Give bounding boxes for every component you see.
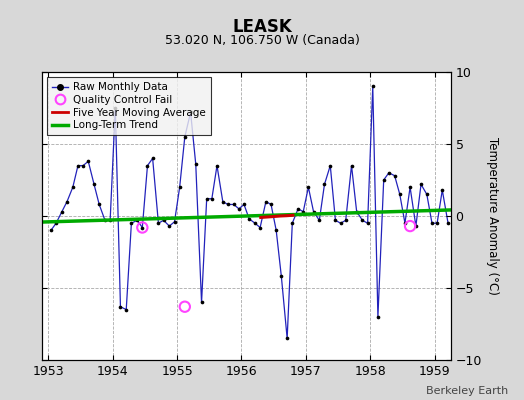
Point [101, 217, 109, 224]
Point [406, 223, 414, 229]
Point [148, 155, 157, 162]
Point [208, 196, 216, 202]
Point [304, 184, 313, 190]
Point [428, 220, 436, 226]
Point [165, 223, 173, 229]
Point [347, 162, 356, 169]
Text: 53.020 N, 106.750 W (Canada): 53.020 N, 106.750 W (Canada) [165, 34, 359, 47]
Point [390, 172, 399, 179]
Y-axis label: Temperature Anomaly (°C): Temperature Anomaly (°C) [486, 137, 498, 295]
Point [283, 335, 291, 342]
Point [309, 208, 318, 215]
Point [364, 220, 372, 226]
Point [438, 187, 446, 193]
Point [277, 273, 286, 280]
Point [138, 224, 147, 231]
Point [230, 201, 238, 208]
Point [143, 162, 151, 169]
Point [423, 191, 431, 198]
Text: LEASK: LEASK [232, 18, 292, 36]
Point [202, 196, 211, 202]
Point [127, 220, 136, 226]
Point [63, 198, 71, 205]
Point [396, 191, 404, 198]
Point [353, 208, 361, 215]
Point [336, 220, 345, 226]
Point [294, 206, 302, 212]
Point [267, 201, 275, 208]
Point [315, 217, 323, 224]
Point [385, 170, 393, 176]
Point [401, 220, 409, 226]
Point [256, 224, 264, 231]
Point [69, 184, 77, 190]
Point [412, 223, 420, 229]
Point [159, 217, 168, 224]
Point [122, 306, 130, 313]
Point [181, 134, 189, 140]
Point [299, 208, 308, 215]
Legend: Raw Monthly Data, Quality Control Fail, Five Year Moving Average, Long-Term Tren: Raw Monthly Data, Quality Control Fail, … [47, 77, 211, 136]
Point [58, 208, 66, 215]
Point [187, 109, 195, 116]
Point [213, 162, 221, 169]
Point [170, 218, 179, 225]
Point [374, 314, 382, 320]
Point [224, 201, 232, 208]
Point [326, 162, 334, 169]
Point [79, 162, 88, 169]
Point [52, 220, 60, 226]
Point [47, 227, 55, 234]
Point [192, 161, 200, 167]
Point [358, 217, 367, 224]
Point [240, 201, 248, 208]
Point [251, 220, 259, 226]
Point [95, 201, 103, 208]
Point [84, 158, 92, 164]
Point [288, 220, 297, 226]
Point [272, 227, 280, 234]
Point [331, 217, 340, 224]
Point [138, 224, 147, 231]
Point [90, 181, 98, 188]
Point [261, 198, 270, 205]
Text: Berkeley Earth: Berkeley Earth [426, 386, 508, 396]
Point [342, 217, 350, 224]
Point [198, 299, 206, 306]
Point [219, 198, 227, 205]
Point [111, 105, 119, 111]
Point [245, 216, 254, 222]
Point [433, 220, 441, 226]
Point [133, 217, 141, 224]
Point [379, 177, 388, 183]
Point [320, 181, 329, 188]
Point [444, 220, 452, 226]
Point [176, 184, 184, 190]
Point [235, 206, 243, 212]
Point [368, 83, 377, 90]
Point [181, 304, 189, 310]
Point [417, 181, 425, 188]
Point [106, 217, 114, 224]
Point [116, 304, 125, 310]
Point [154, 220, 162, 226]
Point [74, 162, 82, 169]
Point [406, 184, 414, 190]
